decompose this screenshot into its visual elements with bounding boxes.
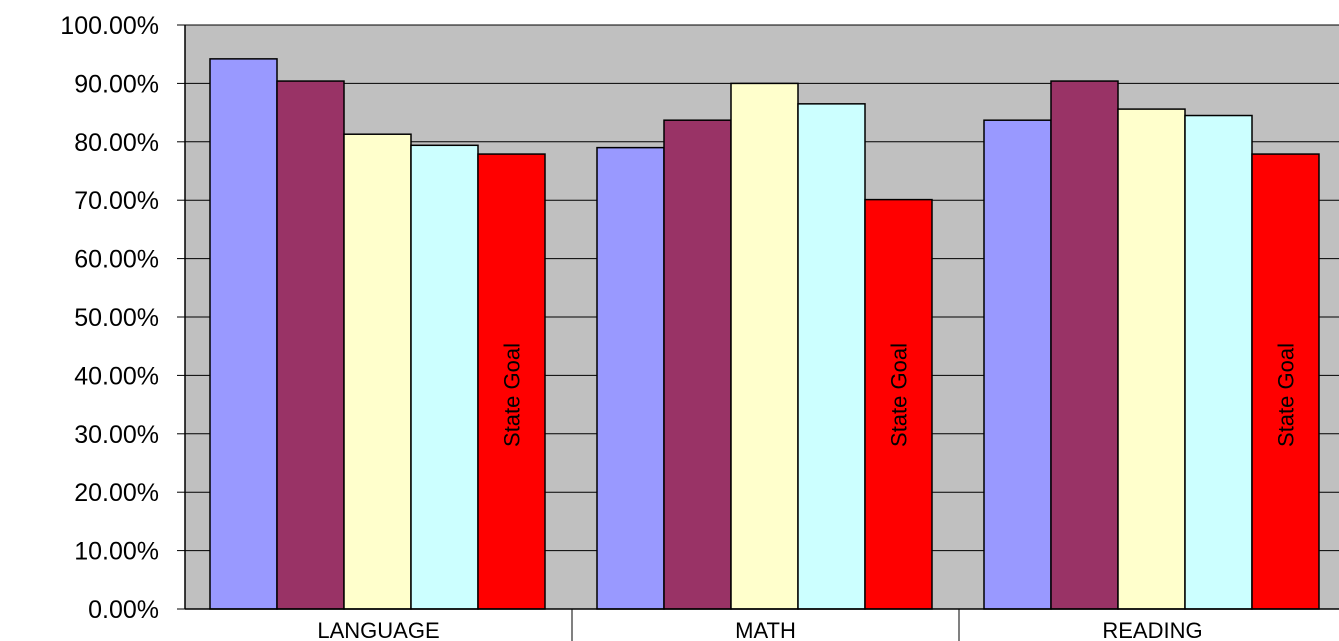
y-tick-label: 0.00% [88,596,159,624]
bar-language-series-1 [209,58,278,610]
bar-math-series-3 [730,82,799,610]
y-tick-label: 10.00% [74,538,159,566]
bar-label-state-goal: State Goal [1274,343,1299,447]
y-tick-label: 60.00% [74,246,159,274]
y-tick-label: 20.00% [74,479,159,507]
x-tick-label: READING [1102,618,1202,641]
bar-reading-series-5 [1251,153,1320,610]
bar-math-series-4 [797,103,866,610]
y-tick-label: 100.00% [60,12,159,40]
y-tick-label: 40.00% [74,362,159,390]
bar-math-series-2 [663,119,732,610]
x-tick-label: MATH [735,618,796,641]
y-tick-label: 50.00% [74,304,159,332]
bar-language-series-5 [477,153,546,610]
y-tick-label: 80.00% [74,129,159,157]
x-tick-label: LANGUAGE [317,618,439,641]
y-tick-label: 90.00% [74,70,159,98]
bar-reading-series-3 [1117,108,1186,610]
y-tick-label: 70.00% [74,187,159,215]
bar-label-state-goal: State Goal [500,343,525,447]
bar-reading-series-4 [1184,114,1253,610]
bar-language-series-2 [276,80,345,610]
y-tick-label: 30.00% [74,421,159,449]
bar-language-series-3 [343,133,412,610]
bar-math-series-1 [596,146,665,610]
bar-math-series-5 [864,198,933,610]
bar-reading-series-2 [1050,80,1119,610]
bar-language-series-4 [410,144,479,610]
bar-reading-series-1 [983,119,1052,610]
bar-label-state-goal: State Goal [887,343,912,447]
